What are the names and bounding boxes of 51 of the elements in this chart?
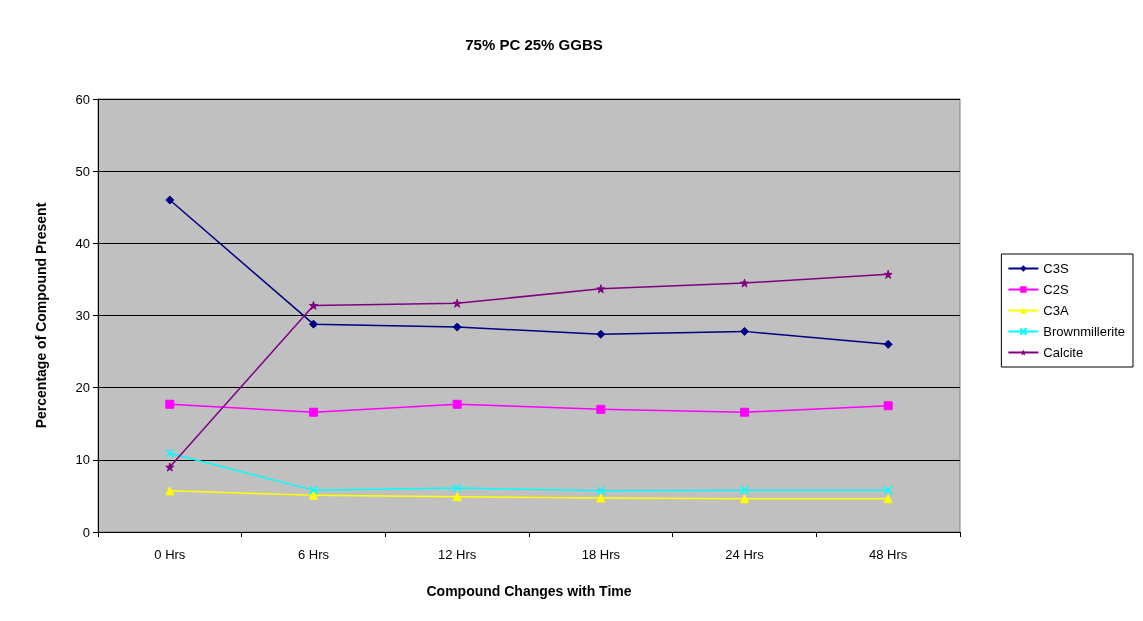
point (308, 485, 319, 495)
point (452, 492, 462, 502)
point (309, 319, 318, 329)
point (165, 486, 175, 496)
point (309, 490, 318, 500)
legend-label: Calcite (1043, 345, 1084, 360)
point (452, 483, 462, 493)
legend-label: C2S (1043, 282, 1069, 297)
point (740, 278, 749, 288)
y-tick-label: 0 (82, 524, 90, 540)
y-tick-label: 30 (75, 308, 90, 323)
point (452, 298, 462, 308)
x-tick-label: 6 Hrs (297, 547, 330, 562)
chart-title: 75% PC 25% GGBS (465, 36, 603, 53)
y-tick-label: 20 (75, 380, 90, 396)
legend-label: C3S (1043, 261, 1069, 276)
point (452, 322, 462, 332)
x-tick-label: 48 Hrs (869, 547, 908, 562)
x-tick-label: 0 Hrs (154, 547, 186, 562)
point (165, 399, 175, 409)
point (596, 486, 606, 496)
point (452, 399, 462, 409)
y-tick-label: 10 (75, 452, 90, 468)
point (309, 407, 318, 417)
point (740, 326, 749, 336)
point (740, 494, 749, 504)
x-tick-label: 18 Hrs (581, 547, 621, 562)
point (309, 300, 318, 310)
point (883, 401, 893, 411)
point (883, 485, 893, 495)
x-tick-label: 12 Hrs (438, 547, 477, 562)
legend-label: C3A (1043, 303, 1069, 318)
point (596, 329, 606, 339)
point (596, 493, 606, 503)
point (883, 494, 893, 504)
y-tick-label: 50 (75, 163, 90, 179)
point (165, 448, 175, 459)
x-tick-label: 24 Hrs (725, 547, 765, 562)
point (883, 339, 893, 349)
point (739, 485, 750, 495)
x-axis-title: Compound Changes with Time (426, 583, 632, 599)
y-tick-label: 40 (75, 235, 90, 251)
legend-label: Brownmillerite (1043, 324, 1126, 339)
point (165, 195, 175, 205)
y-axis-title: Percentage of Compound Present (33, 202, 49, 429)
point (596, 404, 606, 414)
point (740, 407, 749, 417)
y-tick-label: 60 (75, 91, 90, 107)
point (883, 269, 893, 279)
point (165, 462, 175, 472)
point (596, 284, 606, 294)
